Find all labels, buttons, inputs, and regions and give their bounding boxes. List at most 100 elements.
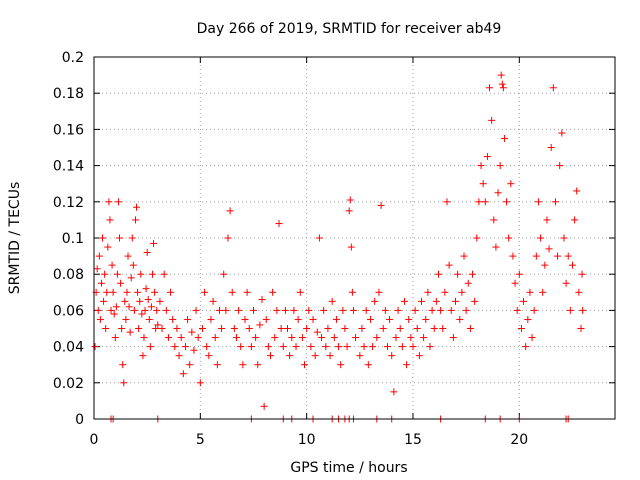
data-point	[107, 306, 115, 314]
data-point	[151, 288, 159, 296]
data-point	[135, 325, 143, 332]
data-point	[449, 334, 457, 342]
data-point	[101, 270, 109, 278]
data-point	[169, 315, 177, 323]
data-point	[490, 216, 498, 224]
data-point	[505, 234, 513, 242]
y-tick-label: 0.06	[53, 303, 84, 319]
data-point	[230, 325, 238, 332]
data-point	[203, 343, 211, 351]
data-point	[496, 162, 504, 170]
data-point	[194, 334, 202, 342]
data-point	[373, 334, 381, 342]
data-point	[213, 361, 221, 369]
data-point	[103, 288, 111, 296]
data-point	[125, 303, 133, 311]
data-point	[486, 84, 494, 92]
data-point	[281, 306, 289, 314]
data-point	[520, 297, 528, 305]
data-point	[211, 334, 219, 342]
data-point	[443, 198, 451, 206]
data-point	[104, 243, 112, 251]
data-point	[396, 325, 404, 332]
data-point	[118, 325, 126, 332]
y-tick-label: 0	[75, 412, 84, 428]
data-point	[119, 361, 127, 369]
data-point	[222, 306, 230, 314]
data-point	[143, 248, 151, 256]
data-point	[262, 315, 270, 323]
data-point	[198, 325, 206, 332]
data-point	[352, 334, 360, 342]
data-point	[328, 297, 336, 305]
data-point	[415, 352, 423, 360]
data-point	[145, 315, 153, 323]
data-point	[315, 234, 323, 242]
data-point	[537, 234, 545, 242]
data-point	[122, 315, 130, 323]
data-point	[411, 306, 419, 314]
data-point	[290, 306, 298, 314]
data-point	[277, 325, 285, 332]
data-point	[398, 343, 406, 351]
data-point	[220, 270, 228, 278]
data-point	[97, 279, 105, 287]
data-point	[507, 180, 515, 188]
y-tick-label: 0.16	[53, 122, 84, 138]
data-point	[488, 116, 496, 124]
y-tick-label: 0.14	[53, 159, 84, 175]
data-point	[192, 306, 200, 314]
data-point	[524, 315, 532, 323]
data-point	[243, 288, 251, 296]
data-point	[167, 288, 175, 296]
data-point	[137, 270, 145, 278]
data-point	[284, 325, 292, 332]
data-point	[571, 216, 579, 224]
data-point	[273, 306, 281, 314]
data-point	[173, 325, 181, 332]
x-tick-label: 10	[298, 432, 316, 448]
data-point	[144, 296, 152, 304]
data-point	[341, 325, 349, 332]
data-point	[153, 306, 161, 314]
data-point	[109, 288, 117, 296]
y-tick-label: 0.12	[53, 195, 84, 211]
data-point	[275, 220, 283, 228]
data-point	[362, 306, 370, 314]
data-point	[377, 201, 385, 209]
data-point	[158, 325, 166, 332]
data-point	[123, 288, 131, 296]
data-point	[386, 315, 394, 323]
data-point	[556, 162, 564, 170]
data-point	[126, 328, 134, 336]
data-point	[179, 370, 187, 378]
data-point	[303, 325, 311, 332]
y-tick-label: 0.02	[53, 376, 84, 392]
data-point	[547, 144, 555, 151]
data-point	[271, 334, 279, 342]
data-point	[111, 334, 119, 342]
data-point	[348, 288, 356, 296]
data-point	[264, 343, 272, 351]
data-point	[142, 285, 150, 293]
data-point	[409, 343, 417, 351]
y-tick-label: 0.08	[53, 267, 84, 283]
data-point	[379, 325, 387, 332]
data-point	[136, 297, 144, 305]
data-point	[430, 325, 438, 332]
data-point	[473, 234, 481, 242]
x-tick-label: 5	[196, 432, 205, 448]
y-tick-label: 0.18	[53, 86, 84, 102]
data-point	[256, 321, 264, 329]
data-point	[114, 198, 122, 206]
data-point	[296, 288, 304, 296]
data-point	[188, 328, 196, 336]
data-point	[207, 315, 215, 323]
data-point	[428, 306, 436, 314]
data-point	[224, 234, 232, 242]
data-point	[139, 352, 147, 360]
data-point	[375, 288, 383, 296]
data-point	[343, 343, 351, 351]
data-point	[466, 325, 474, 332]
y-tick-label: 0.04	[53, 340, 84, 356]
